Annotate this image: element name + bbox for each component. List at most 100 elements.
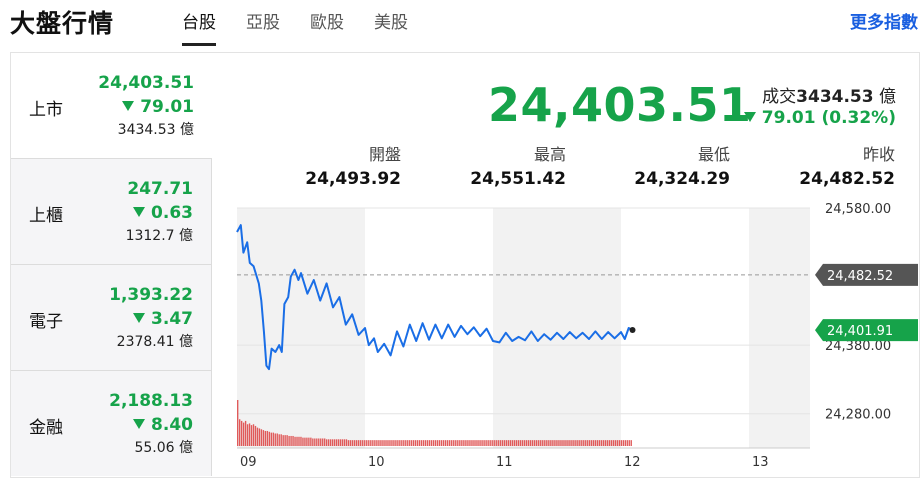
volume-bar	[294, 436, 296, 446]
sidebar-item-finance[interactable]: 金融 2,188.13 8.40 55.06 億	[11, 371, 212, 476]
volume-bar	[462, 440, 464, 446]
volume-bar	[589, 440, 591, 446]
volume-bar	[426, 440, 429, 446]
volume-bar	[345, 439, 348, 446]
volume-bar	[331, 439, 334, 446]
main-index-change: 79.01 (0.32%)	[743, 108, 896, 128]
stat-prev-close: 昨收 24,482.52	[745, 144, 895, 192]
y-tick-label: 24,280.00	[825, 408, 891, 423]
shaded-hour-band	[237, 208, 365, 448]
volume-bar	[500, 440, 502, 446]
volume-bar	[602, 440, 605, 446]
volume-bar	[300, 436, 302, 446]
more-indices-link[interactable]: 更多指數	[850, 13, 918, 33]
volume-bar	[575, 440, 577, 446]
volume-bar	[569, 440, 571, 446]
volume-bar	[505, 440, 508, 446]
volume-bar	[407, 440, 409, 446]
volume-bar	[456, 440, 458, 446]
volume-bar	[537, 440, 539, 446]
volume-bar	[310, 437, 312, 446]
down-arrow-icon	[743, 112, 756, 122]
volume-bar	[357, 440, 360, 446]
volume-bar	[292, 435, 294, 446]
prev-close-badge-shape	[815, 263, 918, 286]
x-tick-label: 09	[240, 455, 257, 470]
volume-bar	[624, 440, 626, 446]
sidebar-item-label: 上市	[29, 100, 63, 120]
volume-bar	[527, 440, 530, 446]
stat-label: 最低	[697, 145, 730, 164]
volume-bar	[296, 436, 298, 446]
stat-label: 最高	[533, 145, 566, 164]
volume-bar	[258, 428, 261, 446]
trade-volume: 成交3434.53 億	[762, 82, 896, 107]
volume-bar	[355, 440, 358, 446]
index-change: 0.63	[126, 201, 193, 225]
volume-bar	[302, 437, 304, 446]
volume-bar	[521, 440, 524, 446]
index-price: 247.71	[127, 179, 193, 199]
volume-bar	[339, 439, 342, 446]
market-tabs: 台股 亞股 歐股 美股	[182, 8, 438, 46]
volume-bar	[519, 440, 522, 446]
volume-bar	[393, 440, 395, 446]
index-change-value: 8.40	[151, 415, 193, 435]
tab-taiwan[interactable]: 台股	[182, 8, 216, 46]
volume-bar	[284, 435, 286, 446]
trade-volume-value: 3434.53	[796, 87, 874, 107]
volume-bar	[551, 440, 553, 446]
volume-bar	[409, 440, 411, 446]
sidebar-item-listed[interactable]: 上市 24,403.51 79.01 3434.53 億	[11, 53, 212, 159]
volume-bar	[383, 440, 385, 446]
tab-asia[interactable]: 亞股	[246, 13, 280, 33]
y-tick-label: 24,380.00	[825, 339, 891, 354]
volume-bar	[616, 440, 619, 446]
market-panel	[10, 52, 920, 478]
volume-bar	[486, 440, 488, 446]
tab-us[interactable]: 美股	[374, 13, 408, 33]
volume-bar	[418, 440, 421, 446]
volume-bar	[290, 435, 292, 446]
volume-bar	[270, 432, 272, 446]
volume-bar	[442, 440, 445, 446]
volume-bar	[375, 440, 377, 446]
volume-bar	[272, 432, 274, 446]
volume-bar	[432, 440, 435, 446]
x-tick-label: 11	[496, 455, 513, 470]
volume-bar	[452, 440, 454, 446]
volume-bar	[246, 424, 249, 446]
volume-bar	[369, 440, 371, 446]
volume-bar	[242, 422, 245, 446]
volume-bar	[511, 440, 514, 446]
shaded-hour-band	[493, 208, 621, 448]
stat-open: 開盤 24,493.92	[251, 144, 401, 192]
volume-bar	[238, 419, 241, 446]
volume-bar	[312, 438, 314, 446]
volume-bar	[371, 440, 373, 446]
volume-bar	[620, 440, 623, 446]
sidebar-item-otc[interactable]: 上櫃 247.71 0.63 1312.7 億	[11, 159, 212, 265]
index-change-value: 79.01	[140, 97, 194, 117]
volume-bar	[367, 440, 369, 446]
volume-bar	[490, 440, 492, 446]
volume-bar	[547, 440, 549, 446]
sidebar-item-electronics[interactable]: 電子 1,393.22 3.47 2378.41 億	[11, 265, 212, 371]
volume-bar	[256, 427, 259, 446]
volume-bar	[600, 440, 603, 446]
volume-bar	[509, 440, 512, 446]
stat-high: 最高 24,551.42	[416, 144, 566, 192]
index-change: 79.01	[98, 95, 194, 119]
trade-volume-label: 成交	[762, 87, 797, 107]
volume-bar	[484, 440, 486, 446]
tab-europe[interactable]: 歐股	[310, 13, 344, 33]
volume-bar	[422, 440, 425, 446]
stat-low: 最低 24,324.29	[580, 144, 730, 192]
volume-bar	[411, 440, 413, 446]
sidebar-item-label: 金融	[29, 418, 63, 438]
volume-bar	[434, 440, 437, 446]
volume-bar	[329, 439, 332, 446]
volume-bar	[387, 440, 389, 446]
volume-bar	[474, 440, 476, 446]
